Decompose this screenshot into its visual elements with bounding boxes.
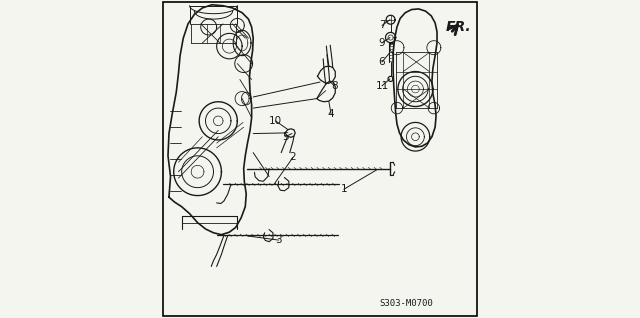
Text: 2: 2 <box>290 152 296 162</box>
Text: 7: 7 <box>379 20 385 31</box>
Text: 11: 11 <box>376 81 388 91</box>
Text: 1: 1 <box>340 184 347 194</box>
Text: 6: 6 <box>379 57 385 67</box>
Text: FR.: FR. <box>445 20 471 34</box>
Text: S303-M0700: S303-M0700 <box>379 299 433 308</box>
Text: 10: 10 <box>269 116 282 126</box>
Text: 9: 9 <box>379 38 385 48</box>
Text: 3: 3 <box>275 235 282 245</box>
Text: 4: 4 <box>328 109 335 120</box>
Text: 5: 5 <box>282 132 289 142</box>
Text: 8: 8 <box>331 81 338 91</box>
